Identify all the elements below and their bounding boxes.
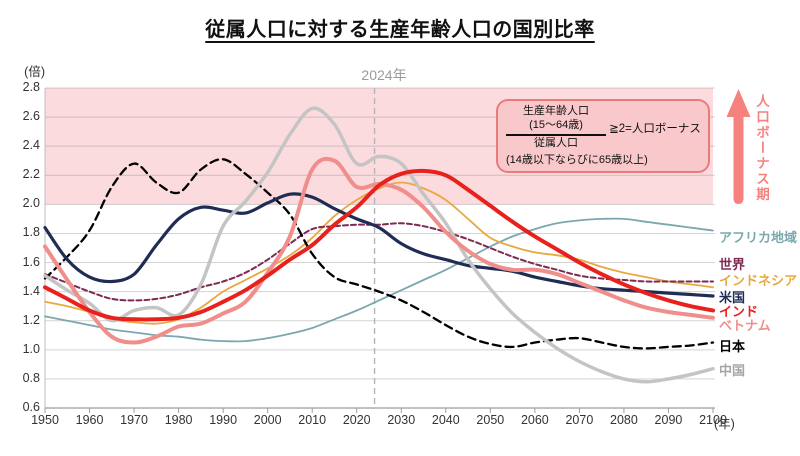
x-tick-label: 2010 xyxy=(298,413,327,427)
y-tick-label: 0.6 xyxy=(22,400,40,414)
y-tick-label: 2.2 xyxy=(22,167,40,182)
y-tick-label: 2.8 xyxy=(22,80,40,94)
x-tick-label: 2080 xyxy=(610,413,638,427)
x-tick-label: 1960 xyxy=(75,413,104,427)
y-tick-label: 2.0 xyxy=(22,196,40,211)
x-tick-label: 2000 xyxy=(253,413,282,427)
series-label-indonesia: インドネシア xyxy=(719,272,798,288)
series-label-world: 世界 xyxy=(719,256,746,272)
formula-denominator: 従属人口 xyxy=(534,136,578,149)
series-label-china: 中国 xyxy=(719,363,746,379)
series-label-vietnam: ベトナム xyxy=(719,318,771,334)
y-tick-label: 1.8 xyxy=(22,225,40,240)
series-line-india xyxy=(43,168,715,322)
formula-denominator-sub: (14歳以下ならびに65歳以上) xyxy=(506,154,648,167)
ratio-formula: 生産年齢人口 (15〜64歳) 従属人口 ≧2=人口ボーナス xyxy=(504,105,702,150)
formula-numerator-sub: (15〜64歳) xyxy=(529,118,583,131)
bonus-arrow-up-icon xyxy=(726,89,751,204)
series-label-africa: アフリカ地域 xyxy=(719,230,798,246)
reference-year-label: 2024年 xyxy=(361,67,407,83)
x-tick-label: 1950 xyxy=(31,413,59,427)
y-tick-label: 1.2 xyxy=(22,312,40,327)
x-tick-label: 1970 xyxy=(120,413,148,427)
y-axis-unit: (倍) xyxy=(24,65,45,79)
series-line-us xyxy=(43,192,715,298)
fraction-bar xyxy=(506,133,606,136)
series-label-india: インド xyxy=(719,303,759,319)
fraction: 生産年齢人口 (15〜64歳) 従属人口 xyxy=(504,105,608,150)
x-tick-label: 2030 xyxy=(387,413,416,427)
y-tick-label: 2.6 xyxy=(22,109,40,124)
x-tick-label: 2090 xyxy=(654,413,683,427)
series-label-us: 米国 xyxy=(719,290,746,305)
series-line-china xyxy=(43,106,715,384)
x-tick-label: 2070 xyxy=(565,413,594,427)
x-tick-label: 2100 xyxy=(699,413,727,427)
y-tick-label: 1.4 xyxy=(22,283,40,298)
x-tick-label: 1990 xyxy=(209,413,238,427)
y-tick-label: 2.4 xyxy=(22,138,40,153)
series-line-world xyxy=(44,222,714,302)
x-tick-label: 2020 xyxy=(342,413,371,427)
formula-numerator: 生産年齢人口 xyxy=(523,105,589,117)
x-tick-label: 2060 xyxy=(520,413,549,427)
chart-title: 従属人口に対する生産年齢人口の国別比率 xyxy=(205,19,595,41)
series-line-japan xyxy=(43,158,715,350)
series-line-indonesia xyxy=(44,181,714,325)
x-tick-label: 2040 xyxy=(431,413,460,427)
x-tick-label: 1980 xyxy=(164,413,193,427)
annotation-box: 生産年齢人口 (15〜64歳) 従属人口 ≧2=人口ボーナス (14歳以下ならび… xyxy=(496,99,710,173)
y-tick-label: 0.8 xyxy=(22,370,40,385)
y-tick-label: 1.0 xyxy=(22,341,40,356)
series-label-japan: 日本 xyxy=(719,338,746,354)
y-tick-label: 1.6 xyxy=(22,254,40,269)
x-tick-label: 2050 xyxy=(476,413,505,427)
bonus-period-label: 人口ボーナス期 xyxy=(754,94,769,203)
x-axis-unit: (年) xyxy=(714,417,735,431)
bonus-condition: ≧2=人口ボーナス xyxy=(609,123,701,135)
